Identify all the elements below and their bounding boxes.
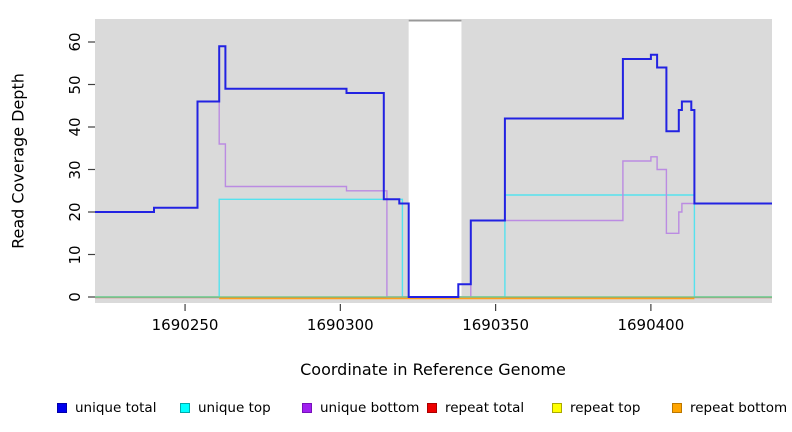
x-tick-label: 1690400 bbox=[617, 316, 685, 334]
legend-swatch-icon bbox=[302, 403, 312, 413]
legend-item-repeat-top: repeat top bbox=[552, 400, 640, 416]
legend-label: unique top bbox=[198, 400, 271, 416]
legend-label: unique total bbox=[75, 400, 157, 416]
legend-item-unique-bottom: unique bottom bbox=[302, 400, 419, 416]
y-tick-label: 10 bbox=[66, 244, 84, 265]
legend-label: repeat total bbox=[445, 400, 525, 416]
legend-swatch-icon bbox=[427, 403, 437, 413]
legend-item-repeat-bottom: repeat bottom bbox=[672, 400, 787, 416]
legend-swatch-icon bbox=[57, 403, 67, 413]
y-tick-label: 20 bbox=[66, 202, 84, 222]
legend-item-repeat-total: repeat total bbox=[427, 400, 524, 416]
legend-swatch-icon bbox=[672, 403, 682, 413]
y-tick-label: 50 bbox=[66, 74, 84, 95]
x-tick-label: 1690350 bbox=[462, 316, 530, 334]
legend-label: repeat top bbox=[570, 400, 641, 416]
y-tick-label: 40 bbox=[66, 117, 84, 137]
x-tick-label: 1690300 bbox=[306, 316, 374, 334]
x-tick-label: 1690250 bbox=[151, 316, 219, 334]
y-tick-label: 0 bbox=[66, 292, 84, 302]
x-axis-title: Coordinate in Reference Genome bbox=[300, 360, 566, 379]
legend-item-unique-top: unique top bbox=[180, 400, 271, 416]
legend-item-unique-total: unique total bbox=[57, 400, 156, 416]
legend-swatch-icon bbox=[552, 403, 562, 413]
gap-band bbox=[408, 19, 462, 296]
legend-swatch-icon bbox=[180, 403, 190, 413]
y-tick-label: 30 bbox=[66, 159, 84, 180]
legend-label: repeat bottom bbox=[690, 400, 788, 416]
y-axis-title: Read Coverage Depth bbox=[8, 73, 28, 249]
legend-label: unique bottom bbox=[320, 400, 420, 416]
series-unique-total bbox=[95, 45, 772, 298]
y-tick-label: 60 bbox=[66, 32, 84, 52]
